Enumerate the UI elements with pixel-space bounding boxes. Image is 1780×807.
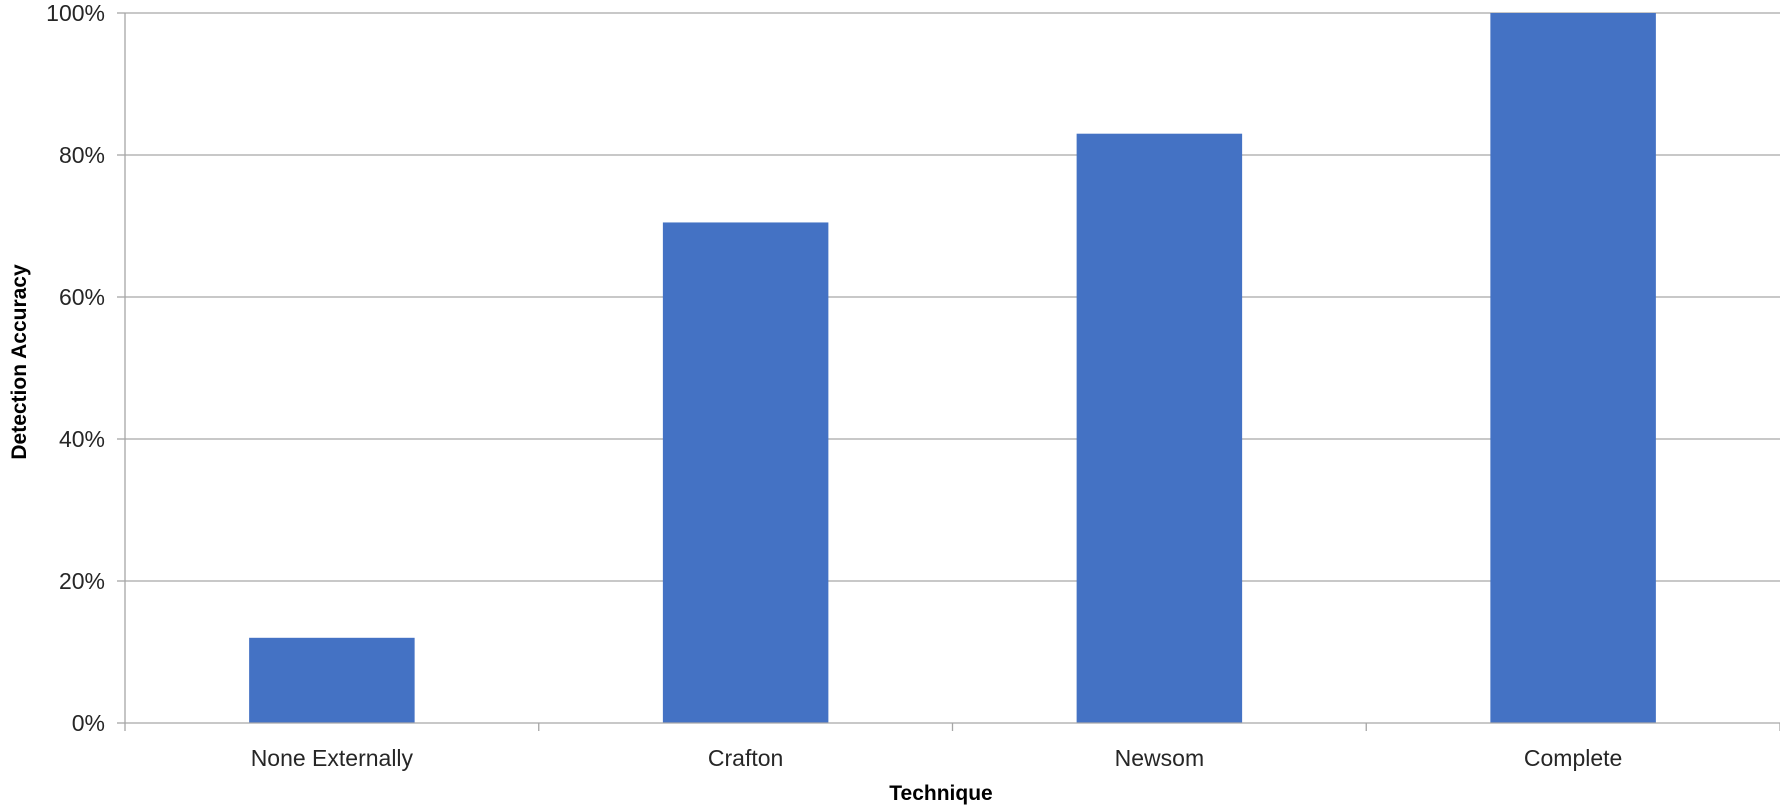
axes [117, 12, 1780, 731]
bar-newsom [1076, 133, 1243, 723]
bar-crafton [662, 222, 829, 723]
x-axis-title: Technique [889, 782, 992, 805]
x-tick-label: Crafton [708, 745, 783, 771]
bars [249, 13, 1656, 723]
tick-labels: 0% 20% 40% 60% 80% 100% None Externally Crafton… [46, 0, 1622, 771]
y-tick-label: 0% [72, 710, 105, 736]
y-tick-label: 100% [46, 0, 105, 26]
y-axis-title: Detection Accuracy [8, 264, 31, 460]
x-tick-label: Complete [1524, 745, 1622, 771]
y-tick-label: 40% [59, 426, 105, 452]
x-tick-label: Newsom [1115, 745, 1204, 771]
y-tick-label: 60% [59, 284, 105, 310]
bar-complete [1490, 13, 1656, 723]
bar-none-externally [249, 637, 415, 723]
y-tick-label: 80% [59, 142, 105, 168]
y-tick-label: 20% [59, 568, 105, 594]
x-tick-label: None Externally [251, 745, 414, 771]
